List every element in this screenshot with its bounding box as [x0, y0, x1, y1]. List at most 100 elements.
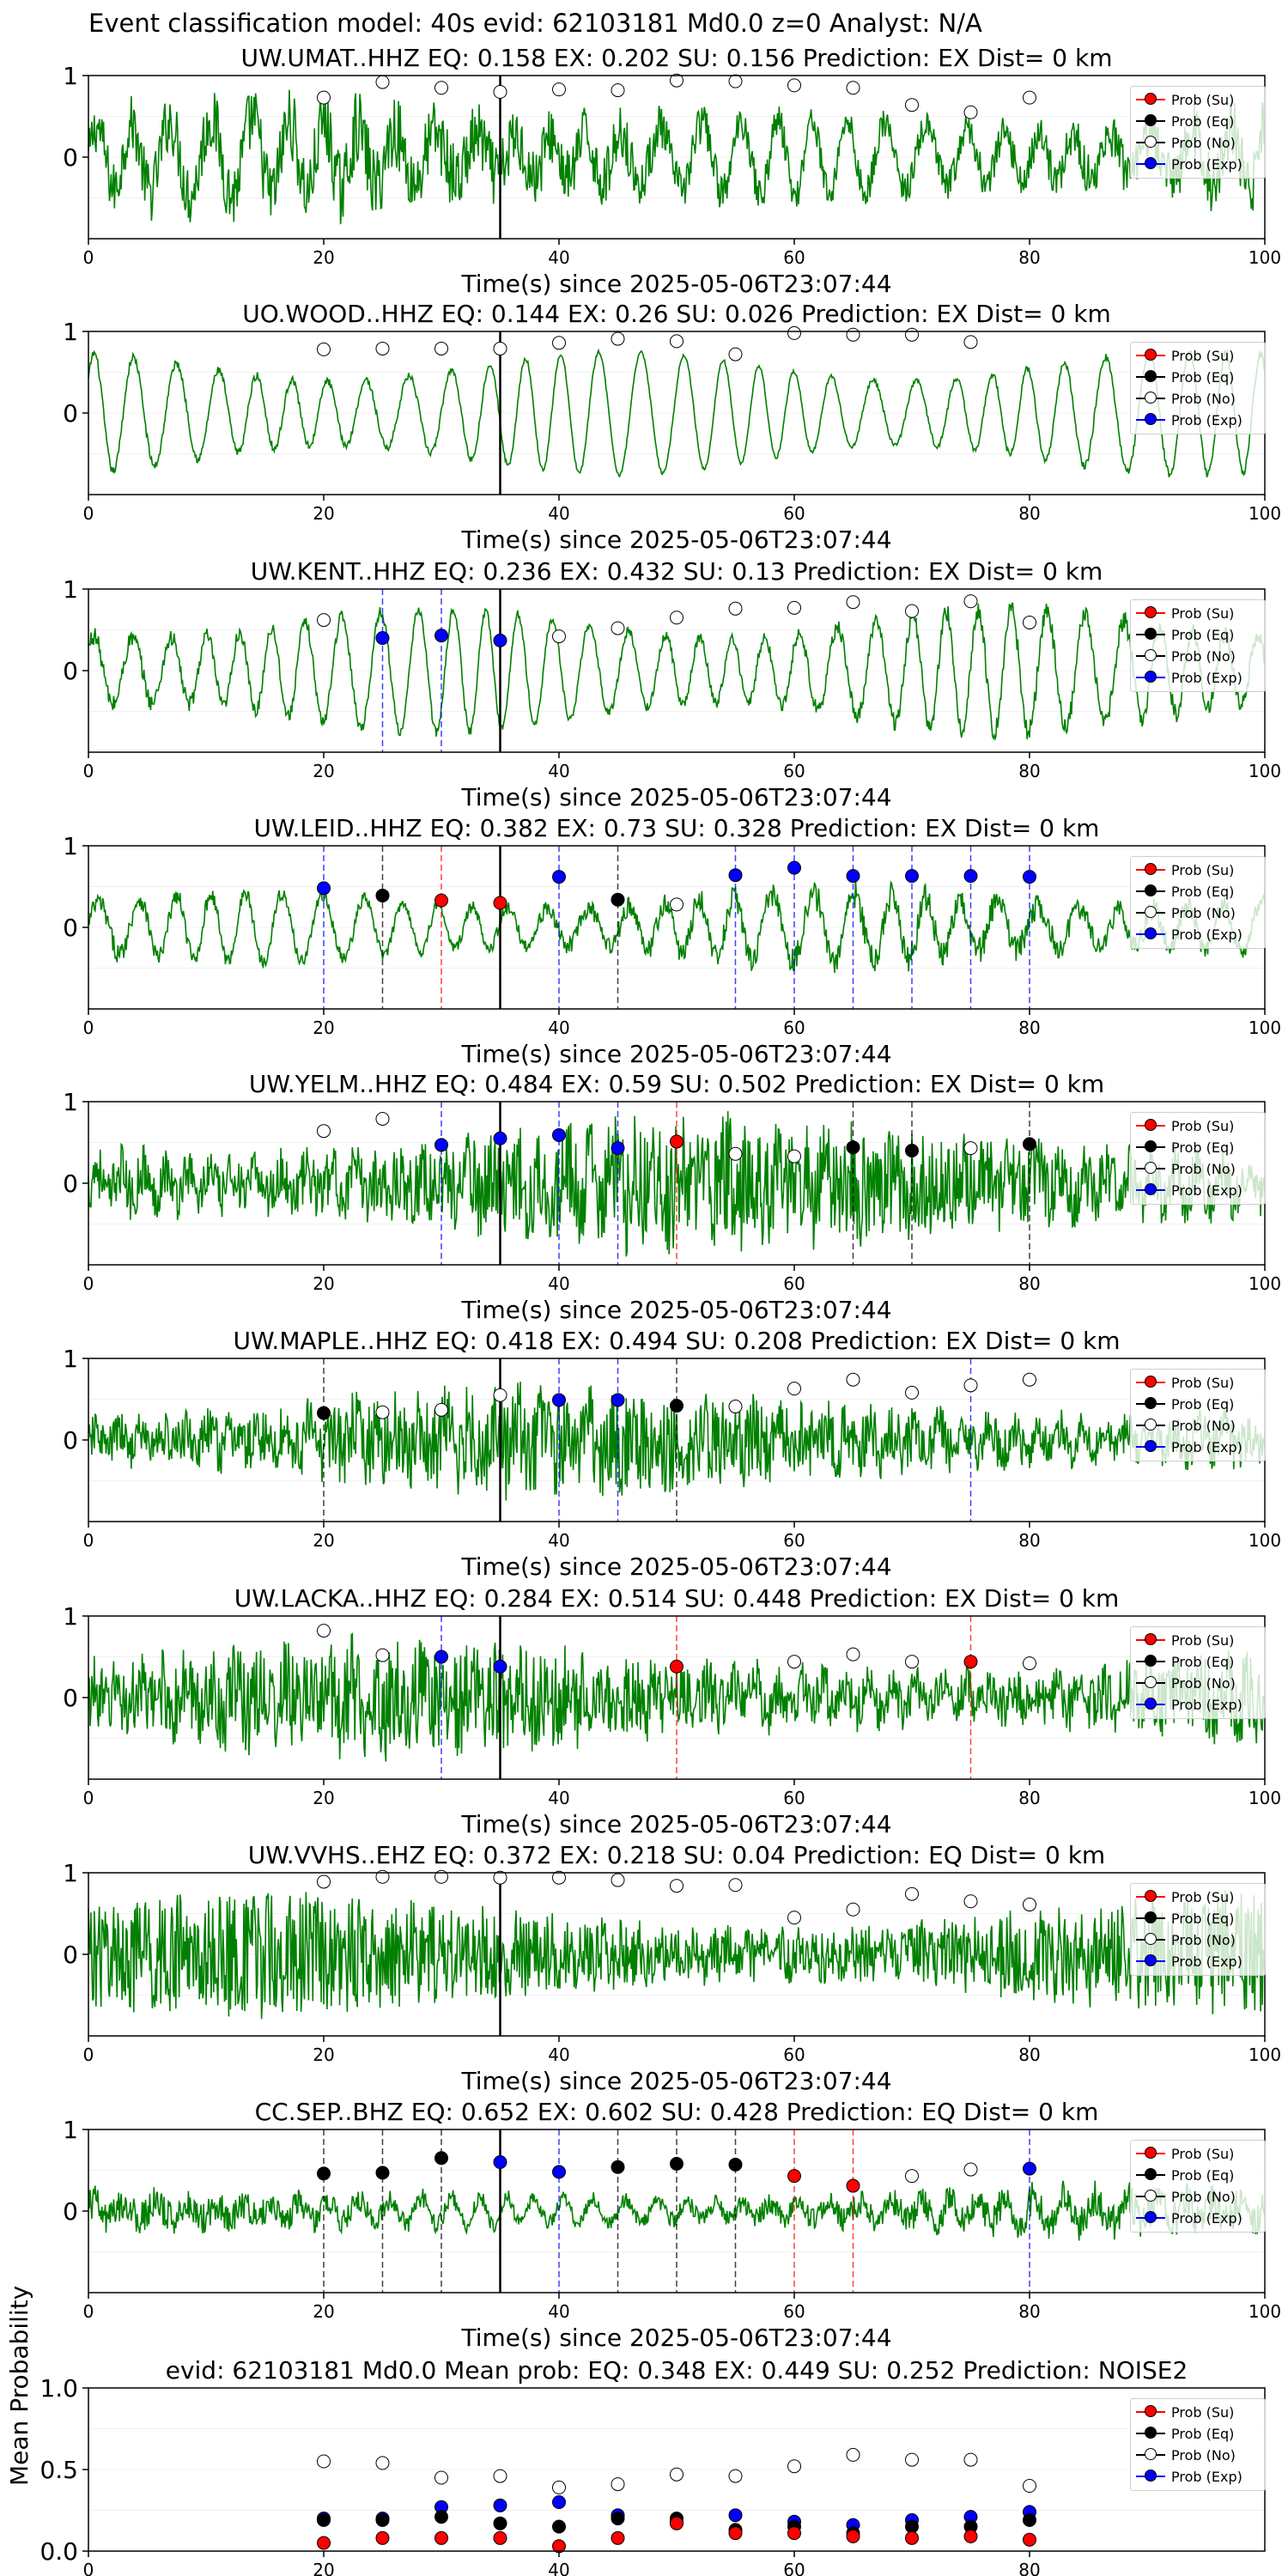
legend-swatch: [1136, 2468, 1165, 2485]
prob-marker: [552, 870, 566, 884]
legend-swatch: [1136, 134, 1165, 151]
prob-marker: [1023, 2161, 1036, 2176]
legend-item: Prob (Eq): [1136, 883, 1234, 900]
prob-marker: [434, 81, 448, 95]
x-tick-label: 100: [1249, 1018, 1281, 1038]
y-tick-label: 0.0: [39, 2537, 78, 2566]
prob-marker: [963, 1894, 978, 1909]
prob-marker: [670, 1134, 683, 1149]
prob-marker: [611, 2160, 625, 2174]
x-axis-label: Time(s) since 2025-05-06T23:07:44: [461, 2067, 892, 2095]
x-tick-label: 20: [313, 1018, 334, 1038]
prob-marker: [611, 892, 625, 907]
prob-marker: [493, 1870, 507, 1885]
prob-marker: [434, 1402, 448, 1417]
mean-prob-marker: [1023, 2532, 1036, 2547]
mean-prob-marker: [434, 2510, 448, 2524]
legend-swatch: [1136, 1160, 1165, 1177]
prob-marker: [375, 1111, 390, 1126]
prob-marker: [963, 594, 978, 609]
legend-swatch: [1136, 2446, 1165, 2464]
legend-item: Prob (No): [1136, 1674, 1236, 1692]
x-tick-label: 60: [783, 2560, 805, 2576]
legend-item: Prob (No): [1136, 904, 1236, 921]
prob-marker: [1023, 870, 1036, 884]
prob-marker: [434, 1138, 448, 1152]
legend-item: Prob (No): [1136, 647, 1236, 665]
prob-marker: [670, 2156, 683, 2171]
mean-prob-marker: [317, 2512, 331, 2527]
x-tick-label: 60: [783, 247, 805, 268]
y-tick-label: 1: [63, 2116, 78, 2144]
legend-swatch: [1136, 1888, 1165, 1905]
prob-marker: [375, 631, 390, 645]
prob-marker: [611, 83, 625, 98]
legend-marker: [1145, 1911, 1157, 1923]
legend-swatch: [1136, 1374, 1165, 1391]
plot-title: UW.LACKA..HHZ EQ: 0.284 EX: 0.514 SU: 0.…: [234, 1584, 1120, 1613]
legend-item: Prob (Su): [1136, 2145, 1234, 2162]
legend-label: Prob (Exp): [1171, 1182, 1242, 1199]
legend-label: Prob (Exp): [1171, 926, 1242, 943]
prob-marker: [552, 1393, 566, 1407]
legend-marker: [1145, 2168, 1157, 2180]
x-tick-label: 40: [548, 2560, 569, 2576]
x-tick-label: 0: [83, 1273, 94, 1294]
prob-marker: [493, 85, 507, 99]
legend-item: Prob (Eq): [1136, 1395, 1234, 1413]
x-tick-label: 100: [1249, 247, 1281, 268]
prob-marker: [375, 1869, 390, 1884]
prob-marker: [434, 341, 448, 355]
waveform-trace: [88, 2180, 1266, 2241]
legend-item: Prob (Eq): [1136, 1139, 1234, 1156]
legend-label: Prob (No): [1171, 1160, 1236, 1177]
legend-swatch: [1136, 2166, 1165, 2184]
legend-item: Prob (Exp): [1136, 1696, 1242, 1713]
legend-marker: [1145, 649, 1157, 661]
legend-item: Prob (Eq): [1136, 626, 1234, 643]
prob-marker: [787, 1382, 801, 1396]
mean-probability-ylabel: Mean Probability: [5, 2285, 33, 2486]
prob-marker: [787, 1149, 801, 1163]
legend-swatch: [1136, 368, 1165, 386]
legend-item: Prob (Eq): [1136, 1653, 1234, 1670]
prob-marker: [787, 1911, 801, 1925]
legend-swatch: [1136, 1139, 1165, 1156]
prob-marker: [846, 327, 860, 342]
prob-marker: [670, 1399, 683, 1413]
plot-title: UW.UMAT..HHZ EQ: 0.158 EX: 0.202 SU: 0.1…: [240, 44, 1113, 72]
prob-marker: [905, 1385, 919, 1400]
y-tick-label: 1: [63, 1859, 78, 1887]
legend-marker: [1145, 1119, 1157, 1131]
x-tick-label: 80: [1018, 2044, 1040, 2065]
y-tick-label: 1: [63, 575, 78, 604]
legend-item: Prob (Exp): [1136, 2468, 1242, 2485]
legend-item: Prob (Exp): [1136, 2209, 1242, 2227]
legend-swatch: [1136, 1631, 1165, 1649]
x-tick-label: 100: [1249, 2301, 1281, 2322]
plot-title: CC.SEP..BHZ EQ: 0.652 EX: 0.602 SU: 0.42…: [254, 2098, 1099, 2126]
prob-marker: [552, 336, 566, 350]
legend-marker: [1145, 2147, 1157, 2159]
x-axis-label: Time(s) since 2025-05-06T23:07:44: [461, 1552, 892, 1581]
legend-label: Prob (Su): [1171, 2145, 1235, 2162]
legend-marker: [1145, 1890, 1157, 1902]
legend-label: Prob (Exp): [1171, 155, 1242, 173]
legend-label: Prob (Eq): [1171, 883, 1235, 900]
mean-prob-marker: [905, 2519, 919, 2534]
prob-marker: [552, 1127, 566, 1142]
legend-label: Prob (Su): [1171, 2403, 1235, 2421]
waveform-trace: [88, 602, 1266, 742]
plot-title: evid: 62103181 Md0.0 Mean prob: EQ: 0.34…: [165, 2356, 1188, 2385]
legend-label: Prob (No): [1171, 647, 1236, 665]
prob-marker: [905, 98, 919, 112]
prob-marker: [670, 334, 683, 349]
prob-marker: [434, 893, 448, 908]
legend-swatch: [1136, 1417, 1165, 1434]
legend-swatch: [1136, 1674, 1165, 1692]
legend-marker: [1145, 927, 1157, 939]
prob-marker: [670, 1659, 683, 1674]
prob-marker: [611, 621, 625, 635]
legend-label: Prob (No): [1171, 134, 1236, 151]
y-tick-label: 1.0: [39, 2374, 78, 2403]
